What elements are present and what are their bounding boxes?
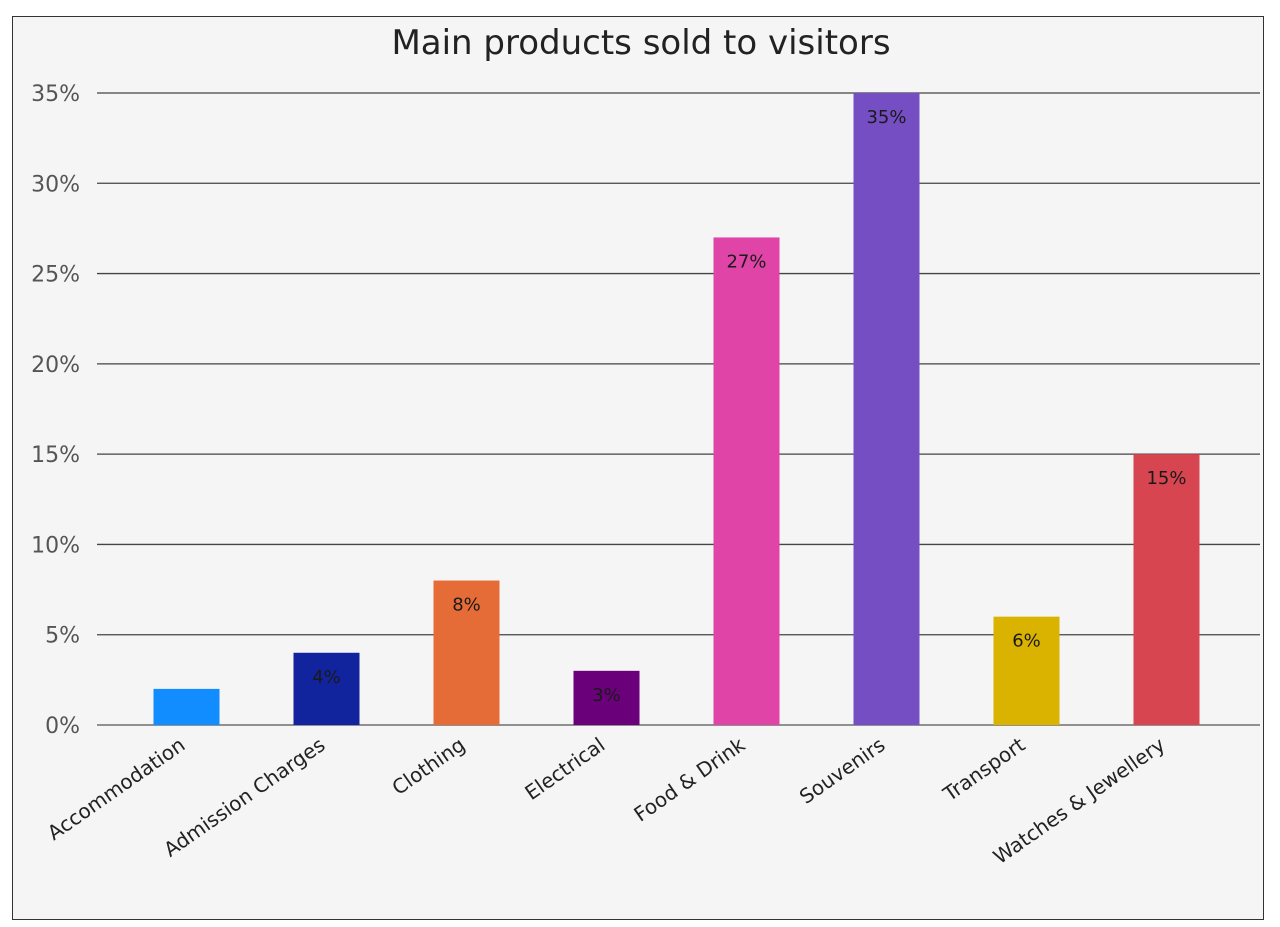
chart-title: Main products sold to visitors [391, 23, 890, 63]
gridlines [97, 92, 1260, 726]
x-tick-label: Transport [938, 732, 1030, 806]
data-labels: 4% 8% 3% 27% 35% 6% 15% [312, 107, 1186, 706]
bars [153, 93, 1200, 725]
bar [1133, 454, 1200, 725]
bar [433, 580, 500, 725]
chart-frame [12, 16, 1264, 920]
y-tick-label: 15% [31, 443, 80, 468]
data-label: 35% [866, 107, 906, 128]
data-label: 15% [1146, 468, 1186, 489]
bar [293, 652, 360, 725]
bar [993, 616, 1060, 725]
y-tick-label: 25% [31, 263, 80, 288]
x-tick-label: Food & Drink [629, 732, 749, 826]
y-tick-label: 35% [31, 82, 80, 107]
bar [573, 670, 640, 725]
y-tick-label: 20% [31, 353, 80, 378]
data-label: 27% [726, 251, 766, 272]
data-label: 3% [592, 685, 621, 706]
data-label: 4% [312, 667, 341, 688]
x-tick-label: Souvenirs [795, 732, 890, 808]
bar [853, 93, 920, 725]
bar [713, 237, 780, 725]
y-tick-label: 5% [45, 624, 80, 649]
data-label: 8% [452, 595, 481, 616]
y-tick-label: 0% [45, 714, 80, 739]
x-tick-label: Accommodation [43, 732, 189, 845]
x-tick-label: Electrical [520, 732, 609, 804]
y-axis-ticks: 0% 5% 10% 15% 20% 25% 30% 35% [31, 82, 80, 739]
y-tick-label: 30% [31, 172, 80, 197]
bar [153, 688, 220, 725]
x-tick-label: Clothing [387, 732, 469, 799]
y-tick-label: 10% [31, 533, 80, 558]
data-label: 6% [1012, 631, 1041, 652]
